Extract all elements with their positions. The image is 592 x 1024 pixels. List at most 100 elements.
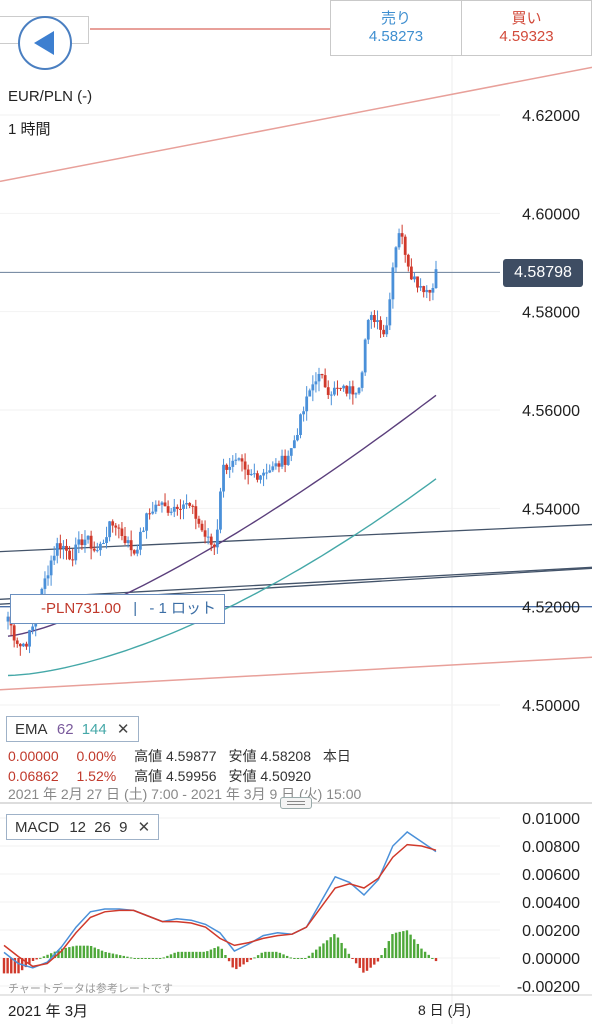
- macd-histogram-bar: [231, 958, 234, 968]
- macd-histogram-bar: [133, 958, 136, 959]
- buy-button[interactable]: 買い 4.59323: [461, 0, 592, 56]
- ema-close-icon[interactable]: ✕: [116, 721, 130, 738]
- macd-histogram-bar: [118, 955, 122, 958]
- macd-histogram-bar: [242, 958, 245, 965]
- macd-close-icon[interactable]: ✕: [137, 819, 151, 836]
- macd-histogram-bar: [177, 951, 180, 958]
- high-range: 4.59956: [165, 768, 217, 784]
- candle-body: [425, 289, 429, 293]
- macd-histogram-bar: [42, 956, 46, 958]
- candle-body: [114, 525, 118, 528]
- macd-histogram-bar: [60, 948, 64, 958]
- ema-period-144: 144: [81, 721, 107, 738]
- macd-histogram-bar: [198, 951, 202, 958]
- candle-body: [379, 320, 382, 330]
- macd-histogram-bar: [246, 958, 249, 963]
- macd-line: [3, 831, 437, 969]
- macd-histogram-bar: [39, 957, 42, 959]
- macd-histogram-bar: [336, 937, 340, 958]
- month-label: 2021 年 3月: [8, 1003, 89, 1020]
- candle-body: [326, 387, 330, 395]
- macd-histogram-bar: [17, 958, 20, 974]
- macd-histogram-bar: [169, 954, 173, 958]
- macd-histogram-bar: [304, 958, 307, 959]
- low-today: 4.58208: [260, 748, 311, 764]
- candle-body: [157, 504, 161, 506]
- macd-histogram-bar: [253, 957, 256, 959]
- candle-body: [332, 387, 336, 395]
- macd-histogram-bar: [86, 945, 89, 958]
- candle-body: [206, 536, 210, 538]
- price-tick-label: 4.62000: [522, 108, 580, 125]
- back-button[interactable]: [18, 16, 72, 70]
- candle-body: [259, 475, 262, 480]
- candle-body: [413, 276, 416, 280]
- candle-body: [376, 320, 379, 323]
- current-price-tag: 4.58798: [503, 259, 583, 287]
- macd-tick-label: -0.00200: [517, 979, 580, 996]
- panel-resize-handle[interactable]: [280, 797, 312, 809]
- macd-histogram-bar: [137, 958, 140, 959]
- low-label: 安値: [228, 768, 257, 784]
- low-range: 4.50920: [260, 768, 311, 784]
- candle-body: [286, 455, 290, 465]
- ema-legend[interactable]: EMA 62 144 ✕: [6, 716, 139, 742]
- sell-button[interactable]: 売り 4.58273: [330, 0, 462, 56]
- candle-body: [394, 247, 398, 268]
- candle-body: [397, 233, 401, 248]
- trend-line: [0, 523, 592, 553]
- macd-histogram-bar: [405, 930, 409, 958]
- macd-histogram-bar: [249, 958, 253, 960]
- ema-period-62: 62: [56, 721, 74, 738]
- period-today: 本日: [322, 748, 351, 764]
- candle-body: [166, 506, 170, 513]
- macd-histogram-bar: [108, 952, 111, 958]
- macd-histogram-bar: [267, 951, 271, 958]
- candle-body: [428, 289, 432, 293]
- candle-body: [212, 544, 216, 548]
- position-separator: |: [133, 600, 138, 617]
- stats-row-today: 0.00000 0.00% 高値 4.59877 安値 4.58208 本日: [8, 746, 351, 766]
- macd-legend[interactable]: MACD 12 26 9 ✕: [6, 814, 160, 840]
- position-label[interactable]: -PLN731.00 | - 1 ロット: [10, 594, 225, 624]
- candle-body: [102, 543, 105, 545]
- macd-histogram-bar: [256, 955, 260, 958]
- change-range: 0.06862: [8, 768, 59, 784]
- date-range: 2021 年 2月 27 日 (土) 7:00 - 2021 年 3月 9 日 …: [8, 786, 362, 802]
- macd-histogram-bar: [166, 955, 169, 958]
- candle-body: [265, 472, 269, 474]
- change-pct-today: 0.00%: [76, 748, 117, 764]
- macd-fast: 12: [69, 819, 87, 836]
- macd-histogram-bar: [358, 958, 361, 968]
- candle-body: [385, 325, 389, 335]
- candle-body: [108, 521, 112, 538]
- candle-body: [219, 491, 222, 530]
- candle-body: [179, 508, 182, 510]
- macd-histogram-bar: [300, 958, 303, 959]
- candle-body: [228, 466, 232, 470]
- macd-histogram-bar: [187, 951, 191, 958]
- candle-body: [342, 385, 346, 389]
- macd-histogram-bar: [148, 958, 151, 959]
- macd-histogram-bar: [293, 958, 296, 959]
- macd-histogram-bar: [162, 957, 165, 959]
- candle-body: [373, 315, 376, 323]
- data-disclaimer: チャートデータは参考レートです: [8, 983, 173, 995]
- candle-body: [111, 521, 115, 526]
- candle-body: [12, 625, 16, 641]
- macd-histogram-bar: [28, 958, 31, 964]
- macd-histogram-bar: [238, 958, 242, 967]
- macd-histogram-bar: [126, 956, 129, 958]
- macd-histogram-bar: [184, 951, 187, 958]
- high-today: 4.59877: [165, 748, 217, 764]
- macd-histogram-bar: [111, 953, 115, 958]
- candle-body: [360, 372, 364, 388]
- price-tick-label: 4.60000: [522, 206, 580, 223]
- timeframe-label[interactable]: 1 時間: [8, 121, 51, 138]
- macd-histogram-bar: [93, 947, 96, 958]
- macd-histogram-bar: [431, 957, 434, 959]
- candle-body: [422, 286, 426, 293]
- candle-body: [31, 626, 35, 631]
- candle-body: [388, 299, 392, 326]
